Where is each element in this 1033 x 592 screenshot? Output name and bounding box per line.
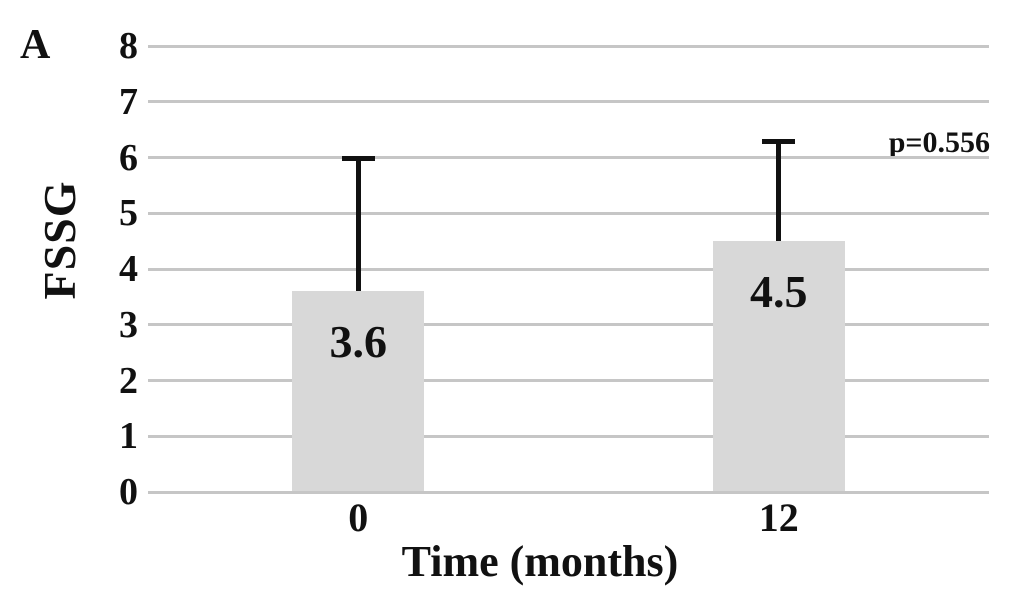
panel-label: A — [20, 22, 51, 68]
gridline-y1 — [148, 434, 989, 438]
bar-12-months: 4.5 — [712, 241, 845, 492]
y-tick-label-1: 1 — [119, 415, 138, 458]
y-tick-label-4: 4 — [119, 248, 138, 290]
plot-area: 3.6 4.5 — [148, 44, 989, 494]
y-tick-label-8: 8 — [119, 25, 138, 67]
error-bar-cap — [341, 155, 375, 161]
gridline-y6 — [148, 156, 989, 159]
x-axis-title: Time (months) — [401, 537, 679, 586]
p-value-annotation: p=0.556 — [888, 126, 990, 159]
x-tick-label-0: 0 — [348, 495, 369, 540]
gridline-y0 — [148, 490, 989, 494]
y-tick-label-2: 2 — [119, 359, 138, 402]
gridline-y5 — [148, 211, 989, 215]
x-tick-label-12: 12 — [758, 495, 799, 540]
gridline-y7 — [148, 100, 989, 104]
y-tick-label-0: 0 — [119, 471, 138, 513]
bar-value-label: 3.6 — [329, 316, 388, 368]
y-tick-label-3: 3 — [119, 303, 138, 346]
bar-value-label: 4.5 — [750, 266, 808, 318]
gridline-y2 — [148, 379, 989, 382]
gridline-y4 — [148, 267, 989, 271]
y-tick-label-6: 6 — [119, 136, 138, 179]
error-bar-cap — [762, 138, 796, 144]
error-bar-line — [355, 157, 361, 292]
y-tick-label-7: 7 — [119, 80, 138, 123]
bar-0-months: 3.6 — [292, 291, 425, 492]
gridline-y3 — [148, 323, 989, 327]
gridline-y8 — [148, 44, 989, 48]
y-tick-label-5: 5 — [119, 192, 138, 235]
error-bar-line — [776, 140, 782, 242]
